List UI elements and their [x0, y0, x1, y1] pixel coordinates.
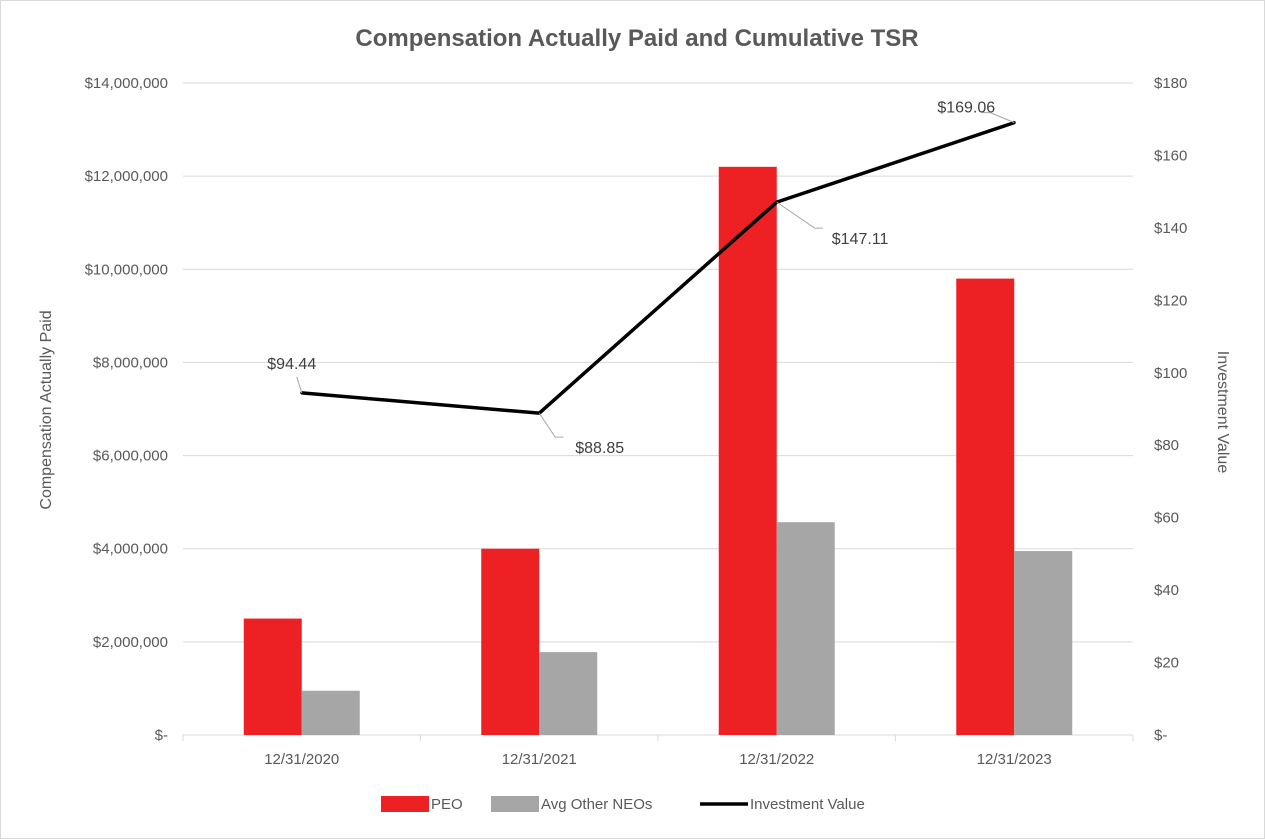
y-tick-label: $4,000,000 — [93, 541, 168, 558]
y-tick-label: $10,000,000 — [85, 261, 168, 278]
y-axis-label: Compensation Actually Paid — [38, 310, 55, 509]
bar-avg-other-neos — [539, 652, 598, 735]
x-tick-label: 12/31/2020 — [264, 751, 339, 768]
y-tick-label: $2,000,000 — [93, 634, 168, 651]
chart-title: Compensation Actually Paid and Cumulativ… — [355, 25, 918, 52]
x-axis-ticks: 12/31/2020 12/31/2021 12/31/2022 12/31/2023 — [182, 735, 1134, 768]
y2-tick-label: $160 — [1154, 147, 1187, 164]
y-axis-ticks: $- $2,000,000 $4,000,000 $6,000,000 $8,000,0… — [85, 75, 168, 744]
y2-tick-label: $80 — [1154, 437, 1179, 454]
investment-value-data-label: $169.06 — [937, 100, 995, 117]
x-tick-label: 12/31/2022 — [739, 751, 814, 768]
data-labels: $94.44 $88.85 $147.11 $169.06 — [267, 100, 1015, 457]
investment-value-data-label: $88.85 — [575, 440, 624, 457]
bars — [243, 166, 1073, 736]
y2-tick-label: $100 — [1154, 365, 1187, 382]
y2-tick-label: $20 — [1154, 655, 1179, 672]
x-tick-label: 12/31/2023 — [977, 751, 1052, 768]
y-tick-label: $12,000,000 — [85, 168, 168, 185]
bar-peo — [718, 166, 777, 736]
legend: PEO Avg Other NEOs Investment Value — [381, 796, 865, 813]
bar-avg-other-neos — [301, 690, 360, 735]
y2-tick-label: $60 — [1154, 510, 1179, 527]
data-label-leader — [982, 112, 1015, 124]
investment-value-data-label: $147.11 — [832, 231, 889, 248]
bar-peo — [481, 548, 540, 735]
y-tick-label: $6,000,000 — [93, 448, 168, 465]
y2-tick-label: $40 — [1154, 582, 1179, 599]
y-tick-label: $8,000,000 — [93, 354, 168, 371]
data-label-leader — [776, 201, 823, 229]
investment-value-line — [301, 120, 1015, 415]
x-tick-label: 12/31/2021 — [502, 751, 577, 768]
y-tick-label: $- — [155, 727, 168, 744]
y2-tick-label: $180 — [1154, 75, 1187, 92]
y2-tick-label: $140 — [1154, 220, 1187, 237]
bar-peo — [243, 618, 302, 735]
legend-label-peo: PEO — [431, 796, 463, 813]
investment-value-data-label: $94.44 — [267, 356, 316, 373]
y-tick-label: $14,000,000 — [85, 75, 168, 92]
data-label-leader — [538, 412, 564, 438]
data-label-leader — [296, 376, 303, 394]
bar-avg-other-neos — [776, 522, 835, 735]
legend-swatch-peo — [381, 796, 429, 812]
legend-label-avg-other-neos: Avg Other NEOs — [541, 796, 652, 813]
bar-peo — [956, 278, 1015, 735]
gridlines — [183, 82, 1133, 736]
legend-swatch-avg-other-neos — [491, 796, 539, 812]
y2-axis-ticks: $- $20 $40 $60 $80 $100 $120 $140 $160 $180 — [1154, 75, 1187, 744]
legend-label-investment-value: Investment Value — [750, 796, 865, 813]
y2-tick-label: $- — [1154, 727, 1167, 744]
y2-axis-label: Investment Value — [1214, 351, 1231, 474]
y2-tick-label: $120 — [1154, 292, 1187, 309]
bar-avg-other-neos — [1014, 551, 1073, 735]
